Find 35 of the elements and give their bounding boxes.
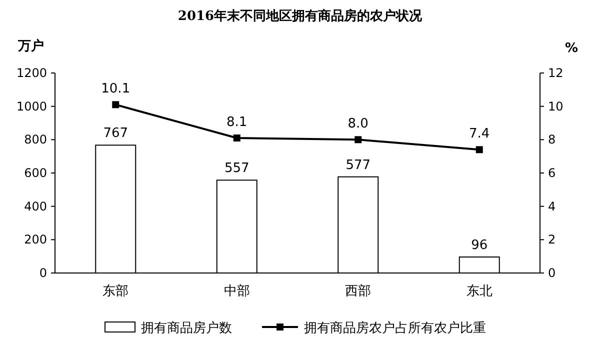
y2-tick-label: 2 — [548, 232, 556, 247]
y-tick-label: 400 — [24, 199, 47, 214]
y2-tick-label: 0 — [548, 266, 556, 280]
point — [112, 101, 120, 108]
chart-title: 2016年末不同地区拥有商品房的农户状况 — [178, 8, 424, 24]
y-tick-label: 600 — [24, 166, 47, 180]
data-label: 767 — [103, 126, 128, 142]
y2-tick-label: 10 — [548, 99, 564, 114]
legend-label: 拥有商品房农户占所有农户比重 — [304, 320, 486, 336]
y-axis-title: 万户 — [17, 38, 44, 54]
x-tick-label: 中部 — [224, 284, 250, 299]
y2-axis-title: % — [565, 41, 578, 56]
data-label: 7.4 — [469, 126, 490, 142]
y-tick-label: 200 — [24, 232, 47, 247]
point — [354, 136, 362, 144]
y2-tick-label: 8 — [548, 132, 556, 147]
y2-tick-label: 6 — [548, 166, 556, 180]
x-tick-label: 西部 — [345, 284, 372, 299]
y-tick-label: 0 — [39, 266, 47, 280]
data-label: 577 — [346, 158, 371, 173]
y2-tick-label: 12 — [548, 66, 564, 80]
y2-tick-label: 4 — [548, 199, 556, 214]
point — [233, 134, 240, 142]
data-label: 96 — [471, 238, 488, 253]
x-tick-label: 东部 — [102, 284, 129, 299]
legend-label: 拥有商品房户数 — [141, 320, 232, 336]
data-label: 8.1 — [226, 115, 248, 130]
y-tick-label: 1000 — [16, 99, 47, 114]
point — [476, 146, 483, 154]
data-label: 10.1 — [101, 82, 130, 97]
y-tick-label: 800 — [24, 132, 47, 147]
y-tick-label: 1200 — [16, 66, 47, 80]
data-label: 557 — [224, 161, 250, 176]
data-label: 8.0 — [348, 116, 368, 132]
x-tick-label: 东北 — [466, 284, 492, 299]
